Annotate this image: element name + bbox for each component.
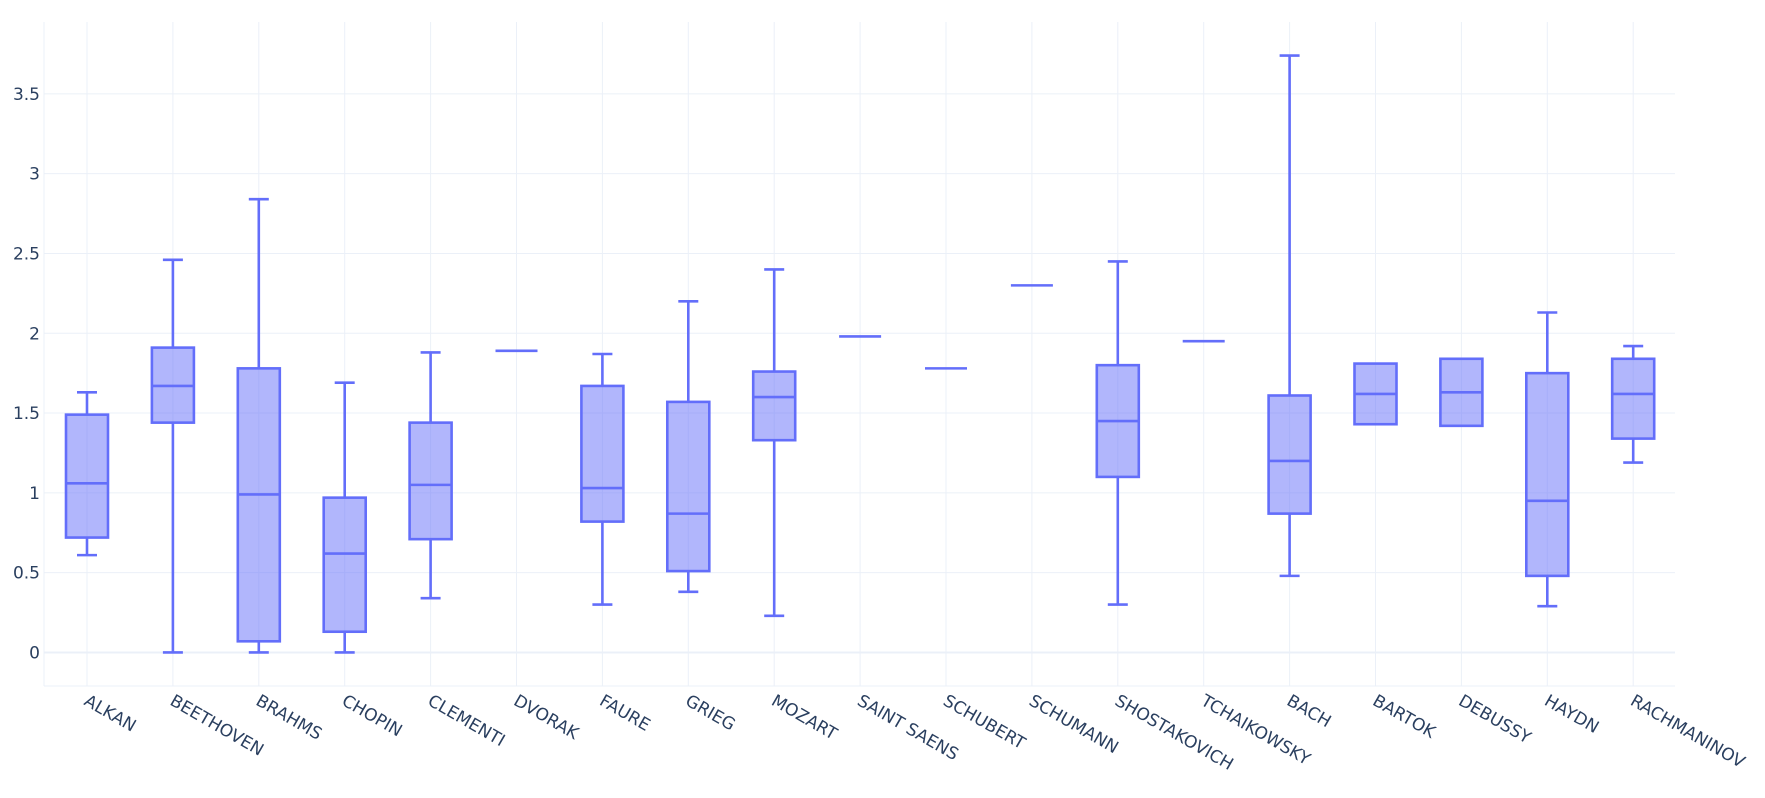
y-tick-label: 1.5 xyxy=(13,404,40,424)
y-tick-label: 0.5 xyxy=(13,564,40,584)
x-tick-label: BRAHMS xyxy=(252,691,325,745)
y-tick-label: 2 xyxy=(29,324,40,344)
x-tick-label: CLEMENTI xyxy=(424,691,508,751)
y-tick-label: 3 xyxy=(29,165,40,185)
box-mozart[interactable] xyxy=(751,268,797,618)
boxes xyxy=(64,54,1656,654)
box-beethoven[interactable] xyxy=(150,258,196,654)
box-shostakovich[interactable] xyxy=(1095,260,1141,606)
x-tick-label: BARTOK xyxy=(1369,691,1439,743)
x-tick-label: GRIEG xyxy=(682,691,739,735)
x-tick-label: BACH xyxy=(1283,691,1334,732)
box-chopin[interactable] xyxy=(322,381,368,654)
x-tick-label: MOZART xyxy=(768,691,841,745)
y-tick-label: 1 xyxy=(29,484,40,504)
box-body xyxy=(665,400,711,573)
x-tick-label: CHOPIN xyxy=(338,691,405,741)
x-tick-label: DEBUSSY xyxy=(1455,691,1535,749)
box-body xyxy=(1610,357,1656,440)
axes xyxy=(43,22,1675,687)
box-body xyxy=(408,421,453,541)
box-rachmaninov[interactable] xyxy=(1610,344,1656,464)
box-debussy[interactable] xyxy=(1439,357,1484,428)
box-brahms[interactable] xyxy=(236,197,282,654)
box-faure[interactable] xyxy=(580,352,625,606)
x-tick-label: SCHUMANN xyxy=(1025,691,1121,758)
x-tick-label: FAURE xyxy=(596,691,653,736)
box-body xyxy=(64,413,110,539)
y-tick-label: 3.5 xyxy=(13,85,40,105)
box-haydn[interactable] xyxy=(1525,311,1570,608)
y-axis-tick-labels: 0 0.5 1 1.5 2 2.5 3 3.5 xyxy=(13,85,40,664)
box-body xyxy=(751,370,797,442)
box-alkan[interactable] xyxy=(64,391,110,557)
x-tick-label: RACHMANINOV xyxy=(1627,691,1749,773)
box-bartok[interactable] xyxy=(1353,362,1398,426)
x-tick-label: HAYDN xyxy=(1541,691,1602,738)
box-body xyxy=(236,367,282,643)
grid xyxy=(44,22,1675,686)
x-tick-label: ALKAN xyxy=(81,691,140,736)
box-body xyxy=(322,496,368,634)
box-clementi[interactable] xyxy=(408,351,453,600)
box-grieg[interactable] xyxy=(665,300,711,594)
y-tick-label: 0 xyxy=(29,643,40,663)
x-tick-label: BEETHOVEN xyxy=(166,691,266,761)
box-body xyxy=(580,384,625,523)
box-body xyxy=(1525,371,1570,578)
x-tick-label: DVORAK xyxy=(510,691,583,744)
box-body xyxy=(1267,394,1312,515)
y-tick-label: 2.5 xyxy=(13,244,40,264)
box-bach[interactable] xyxy=(1267,54,1312,578)
